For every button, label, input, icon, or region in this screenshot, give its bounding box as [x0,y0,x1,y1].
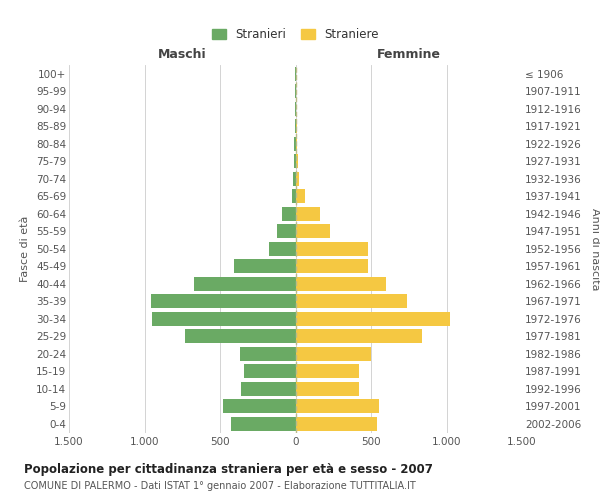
Bar [151,294,296,308]
Bar [296,347,371,360]
Bar [296,260,368,273]
Bar [223,400,296,413]
Bar [269,242,296,256]
Bar [296,190,305,203]
Bar [296,330,422,343]
Bar [296,277,386,290]
Bar [296,137,298,150]
Bar [296,382,359,396]
Bar [292,190,296,203]
Bar [230,417,296,430]
Bar [282,207,296,220]
Bar [233,260,296,273]
Bar [296,312,449,326]
Y-axis label: Anni di nascita: Anni di nascita [590,208,600,290]
Bar [185,330,296,343]
Text: COMUNE DI PALERMO - Dati ISTAT 1° gennaio 2007 - Elaborazione TUTTITALIA.IT: COMUNE DI PALERMO - Dati ISTAT 1° gennai… [24,481,416,491]
Bar [152,312,296,326]
Bar [296,400,379,413]
Bar [241,382,296,396]
Y-axis label: Fasce di età: Fasce di età [20,216,31,282]
Bar [296,294,407,308]
Bar [194,277,296,290]
Bar [295,120,296,133]
Bar [294,137,296,150]
Bar [296,364,359,378]
Bar [293,172,296,186]
Bar [244,364,296,378]
Bar [239,347,296,360]
Bar [296,154,298,168]
Bar [296,207,320,220]
Text: Popolazione per cittadinanza straniera per età e sesso - 2007: Popolazione per cittadinanza straniera p… [24,462,433,475]
Bar [296,224,330,238]
Bar [277,224,296,238]
Bar [296,417,377,430]
Text: Maschi: Maschi [158,48,206,62]
Bar [296,242,368,256]
Bar [296,172,299,186]
Bar [294,154,296,168]
Legend: Stranieri, Straniere: Stranieri, Straniere [208,23,383,46]
Text: Femmine: Femmine [377,48,441,62]
